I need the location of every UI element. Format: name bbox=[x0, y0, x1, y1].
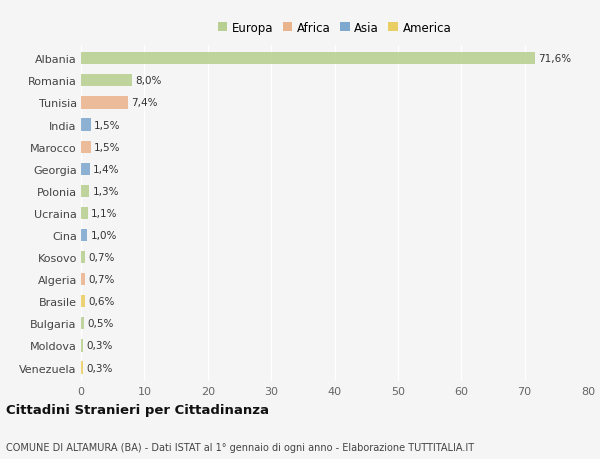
Text: 1,5%: 1,5% bbox=[94, 142, 120, 152]
Text: COMUNE DI ALTAMURA (BA) - Dati ISTAT al 1° gennaio di ogni anno - Elaborazione T: COMUNE DI ALTAMURA (BA) - Dati ISTAT al … bbox=[6, 442, 474, 452]
Text: 1,5%: 1,5% bbox=[94, 120, 120, 130]
Bar bbox=[81, 163, 90, 175]
Text: 1,0%: 1,0% bbox=[91, 230, 117, 241]
Bar bbox=[81, 340, 83, 352]
Text: 1,4%: 1,4% bbox=[93, 164, 119, 174]
Text: 0,7%: 0,7% bbox=[89, 274, 115, 285]
Bar bbox=[81, 141, 91, 153]
Bar bbox=[81, 185, 89, 197]
Text: 0,3%: 0,3% bbox=[86, 341, 112, 351]
Bar bbox=[81, 296, 85, 308]
Text: 0,7%: 0,7% bbox=[89, 252, 115, 263]
Bar bbox=[81, 230, 88, 241]
Text: 0,6%: 0,6% bbox=[88, 297, 115, 307]
Bar bbox=[81, 274, 85, 285]
Legend: Europa, Africa, Asia, America: Europa, Africa, Asia, America bbox=[214, 18, 455, 38]
Bar bbox=[81, 53, 535, 65]
Text: 71,6%: 71,6% bbox=[538, 54, 571, 64]
Bar bbox=[81, 75, 132, 87]
Bar bbox=[81, 119, 91, 131]
Bar bbox=[81, 318, 84, 330]
Text: 0,3%: 0,3% bbox=[86, 363, 112, 373]
Bar bbox=[81, 362, 83, 374]
Text: 8,0%: 8,0% bbox=[135, 76, 161, 86]
Text: 0,5%: 0,5% bbox=[88, 319, 114, 329]
Text: Cittadini Stranieri per Cittadinanza: Cittadini Stranieri per Cittadinanza bbox=[6, 403, 269, 416]
Text: 1,1%: 1,1% bbox=[91, 208, 118, 218]
Text: 7,4%: 7,4% bbox=[131, 98, 158, 108]
Bar bbox=[81, 97, 128, 109]
Bar bbox=[81, 207, 88, 219]
Text: 1,3%: 1,3% bbox=[92, 186, 119, 196]
Bar bbox=[81, 252, 85, 263]
